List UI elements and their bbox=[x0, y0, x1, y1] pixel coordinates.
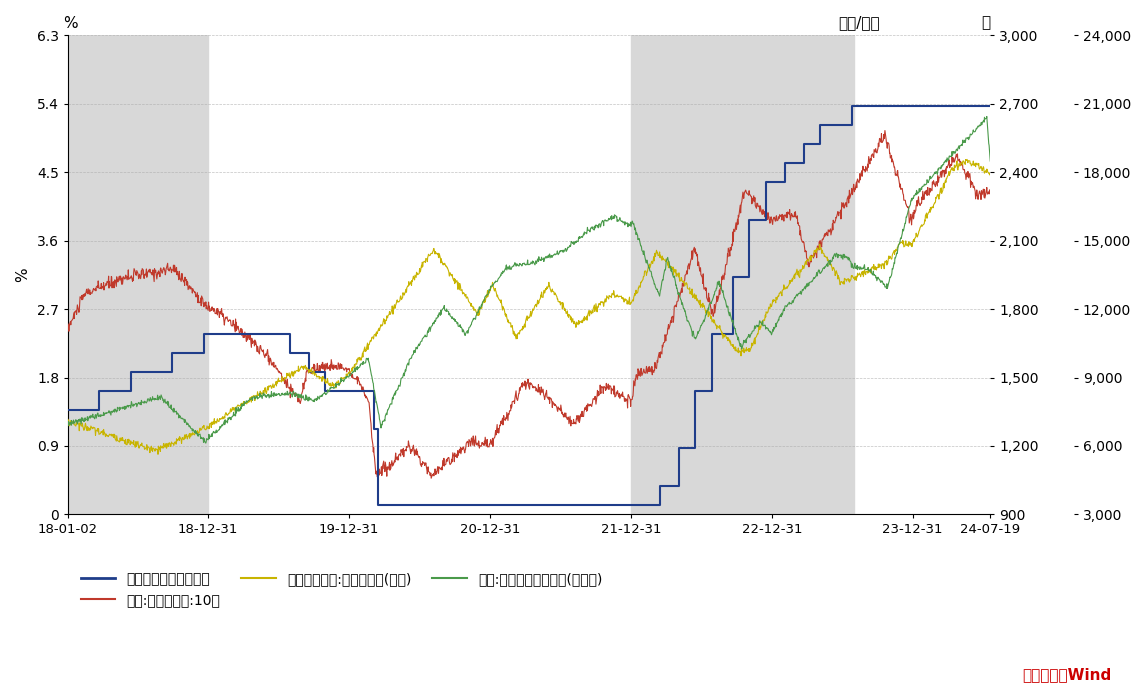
Legend: 美国联邦基金目标利率, 美国:国债收益率:10年, 伦敦现货黄金:以美元计价(右轴), 美国:纳斯达克综合指数(次右轴): 美国联邦基金目标利率, 美国:国债收益率:10年, 伦敦现货黄金:以美元计价(右… bbox=[74, 567, 607, 612]
Y-axis label: %: % bbox=[15, 267, 30, 282]
Bar bbox=[631, 35, 854, 514]
Bar bbox=[68, 35, 209, 514]
Text: 数据来源：Wind: 数据来源：Wind bbox=[1022, 667, 1112, 682]
Text: 点: 点 bbox=[981, 15, 990, 31]
Text: 美元/盎司: 美元/盎司 bbox=[838, 15, 880, 31]
Text: %: % bbox=[63, 15, 78, 31]
